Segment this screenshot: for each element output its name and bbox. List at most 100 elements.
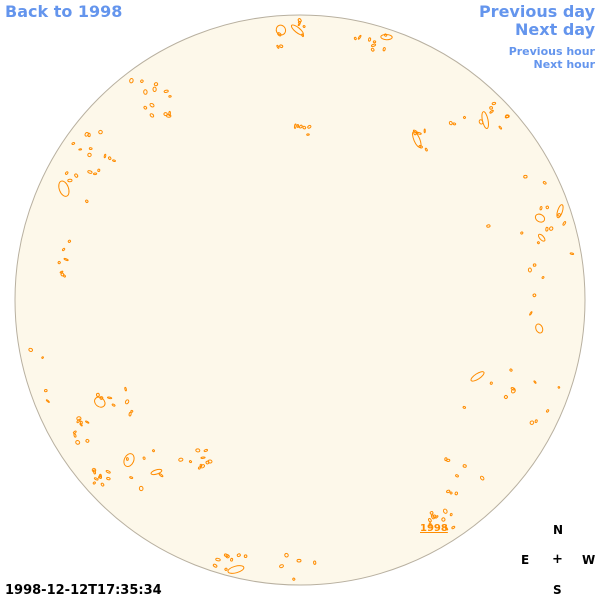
contour-mark: [62, 247, 66, 252]
contour-mark: [509, 368, 513, 372]
contour-mark: [535, 323, 544, 334]
contour-mark: [158, 473, 164, 478]
contour-mark: [434, 515, 439, 519]
contour-mark: [163, 112, 168, 117]
contour-mark: [301, 33, 305, 38]
contour-mark: [275, 24, 287, 36]
contour-mark: [428, 522, 432, 527]
contour-mark: [57, 261, 61, 265]
contour-mark: [111, 403, 116, 407]
contour-mark: [293, 123, 297, 129]
contour-mark: [557, 386, 561, 389]
disk-background: [14, 14, 586, 586]
contour-mark: [441, 517, 446, 522]
contour-mark: [486, 224, 491, 228]
contour-mark: [307, 124, 312, 129]
contour-mark: [357, 34, 362, 40]
compass-north: N: [553, 523, 564, 537]
contour-mark: [108, 156, 112, 161]
contour-mark: [205, 460, 210, 465]
year-link[interactable]: 1998: [420, 523, 448, 534]
contour-mark: [200, 464, 206, 469]
magnetic-contours: [28, 18, 575, 581]
contour-mark: [313, 560, 317, 565]
contour-mark: [75, 440, 81, 445]
contour-mark: [296, 124, 300, 128]
contour-mark: [478, 119, 484, 125]
contour-mark: [545, 205, 550, 210]
contour-mark: [88, 147, 93, 151]
contour-mark: [98, 473, 103, 479]
previous-hour-link[interactable]: Previous hour: [508, 45, 595, 58]
contour-mark: [93, 172, 98, 176]
contour-mark: [489, 381, 493, 385]
contour-mark: [85, 420, 90, 424]
contour-mark: [153, 82, 159, 87]
contour-mark: [296, 558, 302, 563]
contour-mark: [276, 44, 280, 49]
contour-mark: [64, 171, 69, 175]
contour-mark: [546, 409, 550, 413]
contour-mark: [448, 120, 453, 126]
contour-mark: [428, 518, 432, 523]
back-to-year-link[interactable]: Back to 1998: [5, 2, 123, 21]
next-day-link[interactable]: Next day: [515, 20, 595, 39]
contour-mark: [74, 173, 79, 178]
contour-mark: [225, 554, 230, 559]
contour-mark: [532, 263, 537, 267]
contour-mark: [178, 457, 184, 462]
contour-mark: [462, 405, 467, 409]
contour-mark: [292, 577, 296, 581]
contour-mark: [105, 470, 111, 474]
contour-mark: [443, 508, 448, 514]
contour-mark: [78, 148, 83, 151]
contour-mark: [100, 482, 105, 487]
contour-mark: [143, 89, 148, 95]
contour-mark: [534, 419, 538, 424]
contour-mark: [451, 525, 456, 530]
contour-mark: [124, 386, 127, 392]
contour-mark: [412, 131, 422, 148]
contour-mark: [470, 371, 485, 382]
contour-mark: [523, 174, 528, 179]
contour-mark: [549, 226, 554, 231]
contour-mark: [444, 457, 448, 462]
contour-mark: [129, 476, 134, 480]
contour-mark: [556, 204, 564, 219]
contour-mark: [532, 293, 537, 298]
contour-mark: [444, 525, 449, 531]
contour-mark: [529, 420, 535, 425]
contour-mark: [503, 395, 508, 399]
contour-mark: [79, 420, 83, 425]
contour-mark: [298, 124, 303, 129]
contour-mark: [284, 552, 289, 558]
contour-mark: [430, 514, 435, 520]
contour-mark: [489, 106, 493, 110]
contour-mark: [279, 44, 284, 48]
next-hour-link[interactable]: Next hour: [533, 58, 596, 71]
contour-mark: [479, 475, 485, 481]
contour-mark: [188, 460, 193, 464]
contour-mark: [76, 418, 81, 424]
contour-mark: [224, 567, 228, 571]
contour-mark: [505, 114, 510, 119]
contour-mark: [227, 565, 245, 574]
contour-mark: [215, 557, 221, 562]
previous-day-link[interactable]: Previous day: [478, 2, 595, 21]
contour-mark: [370, 47, 375, 52]
contour-mark: [370, 43, 377, 48]
contour-mark: [67, 239, 72, 243]
contour-mark: [536, 241, 540, 245]
contour-mark: [150, 468, 163, 476]
contour-mark: [143, 105, 148, 110]
contour-mark: [28, 347, 34, 352]
contour-mark: [58, 180, 70, 197]
contour-mark: [152, 86, 157, 92]
contour-mark: [168, 95, 172, 98]
contour-mark: [106, 476, 111, 481]
contour-mark: [541, 276, 545, 279]
contour-mark: [212, 563, 218, 568]
contour-mark: [112, 159, 116, 162]
contour-mark: [382, 47, 386, 52]
contour-mark: [537, 233, 546, 242]
